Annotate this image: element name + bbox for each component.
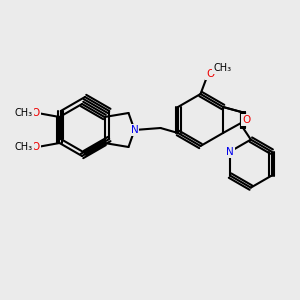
Text: O: O	[32, 142, 40, 152]
Text: N: N	[130, 125, 138, 135]
Text: O: O	[206, 69, 214, 79]
Text: CH₃: CH₃	[14, 142, 32, 152]
Text: CH₃: CH₃	[14, 108, 32, 118]
Text: CH₃: CH₃	[214, 63, 232, 73]
Text: O: O	[32, 108, 40, 118]
Text: N: N	[226, 147, 234, 157]
Text: O: O	[242, 115, 250, 125]
